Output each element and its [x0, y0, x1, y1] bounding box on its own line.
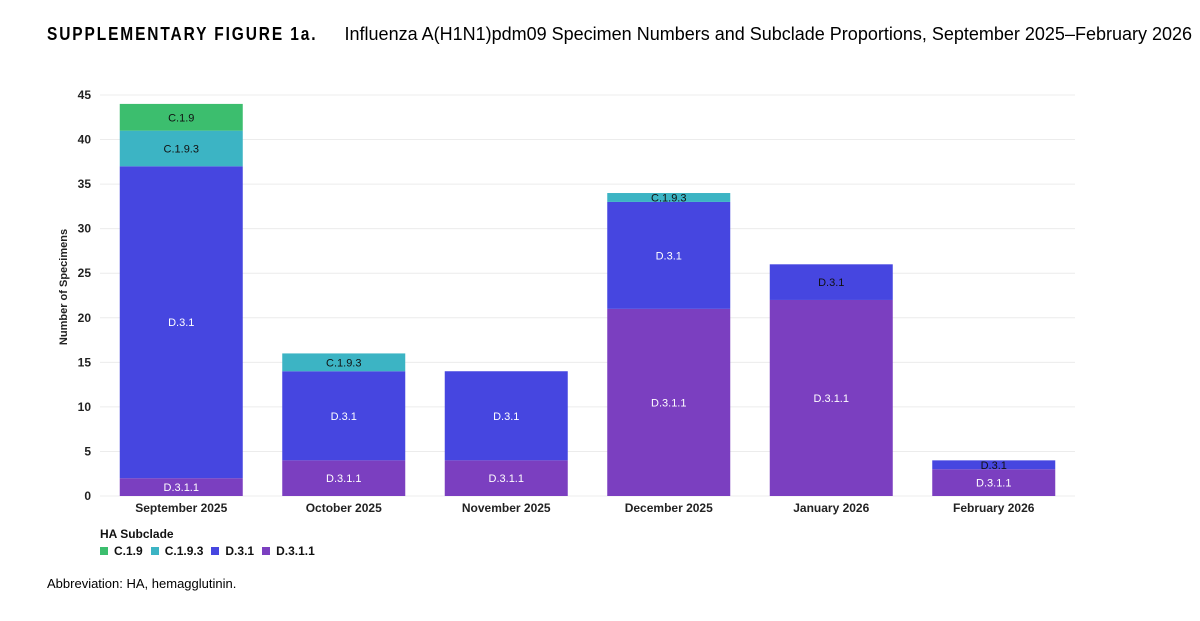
segment-label: C.1.9.3 — [164, 143, 199, 155]
legend-swatch — [262, 547, 271, 555]
bar-segment — [282, 460, 406, 496]
legend-swatch — [150, 547, 159, 555]
legend-item: C.1.9.3 — [150, 544, 204, 558]
y-tick-label: 45 — [78, 88, 92, 102]
legend-item: D.3.1 — [211, 544, 254, 558]
x-tick-label: November 2025 — [462, 501, 551, 515]
axes: 0 5 10 15 20 25 30 35 40 45 Number of Specimens Sep… — [58, 88, 1035, 515]
y-tick-label: 35 — [78, 177, 92, 191]
x-tick-label: January 2026 — [793, 501, 869, 515]
segment-label: C.1.9.3 — [651, 192, 686, 204]
segment-label: C.1.9 — [168, 112, 194, 124]
segment-label: D.3.1 — [656, 250, 682, 262]
legend-swatch — [211, 547, 220, 555]
segment-label: D.3.1 — [331, 411, 357, 423]
bar-segment — [119, 166, 243, 479]
segment-label: D.3.1 — [818, 277, 844, 289]
figure-title-text: Influenza A(H1N1)pdm09 Specimen Numbers … — [344, 24, 1193, 44]
bar-segment — [932, 460, 1056, 470]
legend-items: C.1.9 C.1.9.3 D.3.1 D.3.1.1 — [100, 544, 315, 558]
bar-segment — [119, 130, 243, 167]
bar-segment — [607, 308, 731, 496]
bar-segment — [607, 201, 731, 309]
y-tick-label: 5 — [84, 444, 91, 458]
bar-segment — [607, 193, 731, 202]
segment-label: D.3.1 — [981, 460, 1007, 472]
segment-label: D.3.1 — [168, 317, 194, 329]
bar-segment — [119, 478, 243, 496]
gridlines — [100, 94, 1075, 497]
y-axis-label: Number of Specimens — [58, 229, 70, 345]
bar-segment — [444, 371, 568, 461]
y-tick-label: 15 — [78, 355, 92, 369]
bar-segment — [282, 371, 406, 461]
legend-swatch — [100, 547, 108, 555]
legend-label: C.1.9 — [114, 544, 143, 558]
bars: D.3.1.1 D.3.1 C.1.9.3 C.1.9 D.3.1.1 D.3.1 C.1.… — [119, 103, 1056, 496]
legend-label: D.3.1 — [225, 544, 255, 558]
bar-segment — [769, 299, 893, 496]
segment-label: D.3.1.1 — [976, 478, 1011, 490]
y-tick-label: 0 — [84, 489, 91, 503]
footnote: Abbreviation: HA, hemagglutinin. — [47, 576, 237, 591]
figure-title: SUPPLEMENTARY FIGURE 1a. Influenza A(H1N… — [47, 24, 1192, 45]
y-tick-label: 10 — [78, 400, 92, 414]
bar-segment — [119, 103, 243, 131]
segment-label: C.1.9.3 — [326, 357, 361, 369]
legend-item: D.3.1.1 — [262, 544, 315, 558]
bar-segment — [932, 469, 1056, 496]
segment-label: D.3.1.1 — [326, 473, 361, 485]
segment-label: D.3.1 — [493, 411, 519, 423]
legend-label: C.1.9.3 — [164, 544, 204, 558]
bar-segment — [769, 264, 893, 300]
bar-segment — [282, 353, 406, 372]
x-tick-label: October 2025 — [306, 501, 382, 515]
segment-label: D.3.1.1 — [164, 482, 199, 494]
x-tick-label: February 2026 — [953, 501, 1035, 515]
figure-label: SUPPLEMENTARY FIGURE 1a. — [47, 24, 318, 44]
x-tick-label: September 2025 — [135, 501, 227, 515]
y-tick-label: 40 — [78, 133, 92, 147]
y-tick-label: 20 — [78, 311, 92, 325]
segment-label: D.3.1.1 — [489, 473, 524, 485]
y-tick-label: 30 — [78, 222, 92, 236]
legend: HA Subclade C.1.9 C.1.9.3 D.3.1 D.3.1.1 — [100, 527, 315, 558]
legend-title: HA Subclade — [100, 527, 174, 541]
bar-segment — [444, 460, 568, 496]
legend-item: C.1.9 — [100, 544, 143, 558]
x-tick-label: December 2025 — [625, 501, 713, 515]
stacked-bar-chart: D.3.1.1 D.3.1 C.1.9.3 C.1.9 D.3.1.1 D.3.1 C.1.… — [58, 88, 1075, 515]
segment-label: D.3.1.1 — [651, 397, 686, 409]
legend-label: D.3.1.1 — [276, 544, 315, 558]
y-tick-label: 25 — [78, 266, 92, 280]
segment-label: D.3.1.1 — [814, 393, 849, 405]
